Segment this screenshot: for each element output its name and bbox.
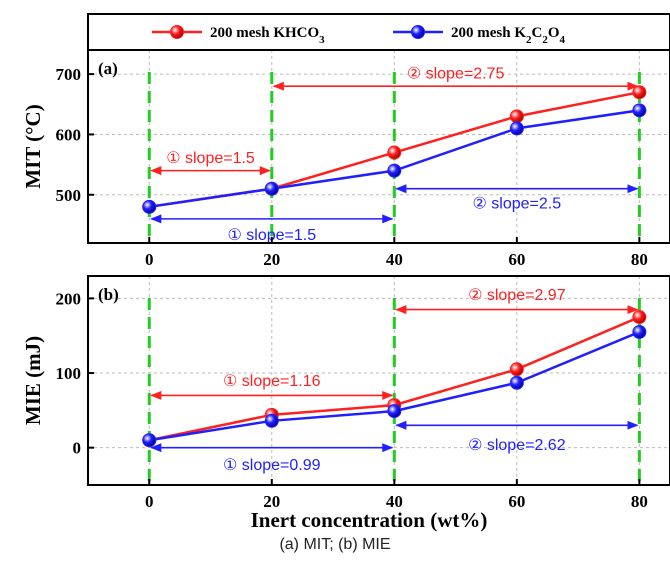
- annotation-label: ① slope=1.5: [166, 150, 255, 167]
- data-point-2: [632, 103, 647, 118]
- plot-area: [88, 276, 670, 485]
- figure: 200 mesh KHCO3 200 mesh K2C2O4 ① slope=1.5…: [21, 13, 670, 532]
- data-point-1: [632, 85, 647, 100]
- y-axis-title: MIE (mJ): [21, 336, 45, 425]
- data-point-2: [509, 375, 524, 390]
- annotation-label: ① slope=1.16: [223, 373, 321, 390]
- annotation-label: ② slope=2.5: [473, 196, 562, 213]
- legend-label-1: 200 mesh KHCO3: [210, 25, 325, 46]
- y-tick-label: 500: [56, 186, 82, 205]
- legend-label-2: 200 mesh K2C2O4: [451, 25, 566, 46]
- data-point-2: [264, 181, 279, 196]
- x-tick-label: 20: [263, 250, 280, 269]
- x-tick-label: 60: [508, 492, 525, 511]
- plot-frame: [87, 275, 670, 486]
- x-tick-label: 20: [263, 492, 280, 511]
- annotation-label: ② slope=2.97: [468, 287, 566, 304]
- y-tick-label: 0: [73, 439, 82, 458]
- x-tick-label: 60: [508, 250, 525, 269]
- annotation-label: ① slope=0.99: [223, 457, 321, 474]
- data-point-2: [142, 199, 157, 214]
- y-tick-label: 200: [56, 289, 82, 308]
- plot-frame: [87, 49, 670, 244]
- y-axis-title: MIT (°C): [21, 104, 45, 188]
- x-tick-label: 40: [386, 492, 403, 511]
- data-point-2: [264, 413, 279, 428]
- y-tick-label: 100: [56, 364, 82, 383]
- plot-area: [88, 50, 670, 243]
- x-tick-label: 0: [145, 492, 154, 511]
- data-point-2: [142, 433, 157, 448]
- data-point-1: [509, 362, 524, 377]
- legend-marker-1: [170, 25, 184, 39]
- annotation-label: ① slope=1.5: [227, 227, 316, 244]
- x-tick-label: 0: [145, 250, 154, 269]
- legend: 200 mesh KHCO3 200 mesh K2C2O4: [87, 13, 670, 51]
- x-tick-label: 80: [631, 250, 648, 269]
- x-axis-title: Inert concentration (wt%): [251, 508, 488, 532]
- data-point-2: [509, 121, 524, 136]
- data-point-1: [509, 109, 524, 124]
- x-tick-label: 80: [631, 492, 648, 511]
- y-tick-label: 600: [56, 125, 82, 144]
- legend-marker-2: [411, 25, 425, 39]
- data-point-2: [387, 163, 402, 178]
- panel-b: ① slope=1.16 ② slope=2.97 ① slope=0.99 ② sl…: [21, 275, 670, 532]
- data-point-1: [632, 310, 647, 325]
- annotation-label: ② slope=2.62: [468, 437, 566, 454]
- panel-a: ① slope=1.5 ② slope=2.75 ① slope=1.5 ② slop…: [21, 49, 670, 269]
- y-tick-label: 700: [56, 65, 82, 84]
- data-point-2: [387, 404, 402, 419]
- data-point-2: [632, 324, 647, 339]
- annotation-label: ② slope=2.75: [407, 65, 505, 82]
- figure-caption: (a) MIT; (b) MIE: [279, 536, 391, 553]
- panel-label: (a): [98, 59, 118, 78]
- x-tick-label: 40: [386, 250, 403, 269]
- panel-label: (b): [98, 285, 119, 304]
- data-point-1: [387, 145, 402, 160]
